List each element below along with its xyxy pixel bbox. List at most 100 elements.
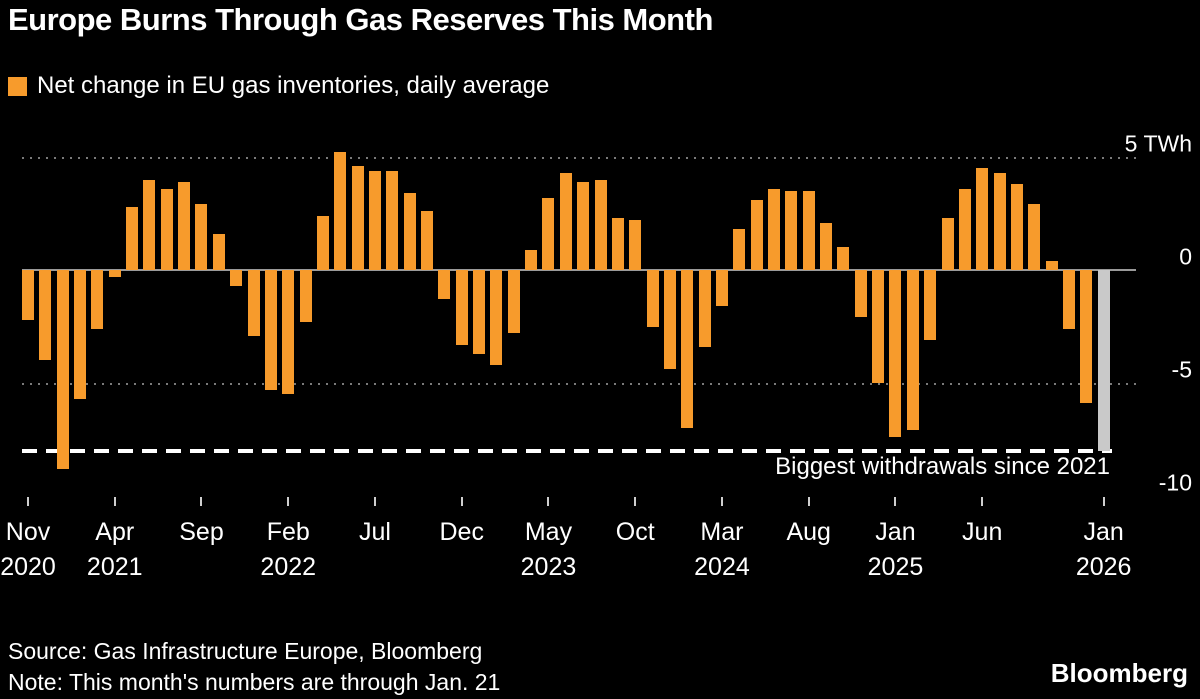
x-axis-month-label: Nov xyxy=(5,518,51,546)
bar xyxy=(264,270,277,390)
y-axis-label: 5 TWh xyxy=(1124,130,1192,157)
x-axis-tick xyxy=(1102,497,1105,506)
x-axis-tick xyxy=(113,497,116,506)
x-axis-year-label: 2024 xyxy=(694,553,750,581)
bar xyxy=(715,270,728,307)
bar xyxy=(351,166,364,270)
bar xyxy=(126,206,139,270)
bar xyxy=(577,181,590,270)
bar xyxy=(1045,260,1058,270)
x-axis-month-label: Feb xyxy=(266,518,310,546)
bar xyxy=(941,218,954,270)
legend-label: Net change in EU gas inventories, daily … xyxy=(37,72,550,99)
bar xyxy=(750,199,763,270)
x-axis-year-label: 2026 xyxy=(1075,553,1132,581)
bar xyxy=(663,270,676,370)
chart-title: Europe Burns Through Gas Reserves This M… xyxy=(8,2,713,37)
record-dashed-line xyxy=(22,448,1112,453)
x-axis-month-label: Mar xyxy=(700,518,744,546)
x-axis-month-label: Jan xyxy=(1083,518,1124,546)
bar xyxy=(958,188,971,270)
x-axis-month-label: Sep xyxy=(179,518,224,546)
bar xyxy=(108,270,121,277)
bar xyxy=(143,179,156,270)
x-axis-year-label: 2021 xyxy=(86,553,143,581)
bar xyxy=(386,170,399,270)
bar xyxy=(403,193,416,270)
bar xyxy=(993,172,1006,270)
bar xyxy=(299,270,312,322)
bar xyxy=(507,270,520,334)
bar xyxy=(39,270,52,361)
bar xyxy=(438,270,451,300)
x-axis-month-label: Jan xyxy=(875,518,916,546)
bar xyxy=(368,170,381,270)
x-axis-year-label: 2025 xyxy=(867,553,924,581)
x-axis-month-label: Apr xyxy=(95,518,135,546)
x-axis-month-label: Jun xyxy=(962,518,1003,546)
zero-line xyxy=(22,269,1136,271)
x-axis-year-label: 2023 xyxy=(520,553,577,581)
bar xyxy=(611,218,624,270)
x-axis-month-label: Jul xyxy=(358,518,391,546)
bar xyxy=(785,190,798,270)
bar xyxy=(525,249,538,270)
bar xyxy=(22,270,34,320)
bar xyxy=(872,270,885,383)
x-axis-month-label: Oct xyxy=(615,518,655,546)
bar xyxy=(421,211,434,270)
source-text: Source: Gas Infrastructure Europe, Bloom… xyxy=(8,638,483,664)
record-annotation: Biggest withdrawals since 2021 xyxy=(775,453,1110,480)
x-axis-month-label: Aug xyxy=(786,518,831,546)
legend-swatch-icon xyxy=(8,76,27,96)
bar xyxy=(230,270,243,286)
bar xyxy=(646,270,659,327)
bar xyxy=(160,188,173,270)
bar xyxy=(212,233,225,270)
bar xyxy=(854,270,867,318)
bar xyxy=(1010,184,1023,270)
y-axis-label: -10 xyxy=(1158,469,1192,496)
bar xyxy=(594,179,607,270)
x-axis-month-label: Dec xyxy=(439,518,484,546)
x-axis-tick xyxy=(634,497,637,506)
bar xyxy=(820,222,833,270)
bar xyxy=(924,270,937,341)
bar xyxy=(837,247,850,270)
bar xyxy=(473,270,486,354)
bar xyxy=(768,188,781,270)
x-axis-tick xyxy=(460,497,463,506)
x-axis-tick xyxy=(200,497,203,506)
bar xyxy=(316,215,329,270)
bar xyxy=(178,181,191,270)
bar xyxy=(733,229,746,270)
x-axis-tick xyxy=(287,497,290,506)
bar xyxy=(247,270,260,336)
x-axis-tick xyxy=(373,497,376,506)
bar xyxy=(629,220,642,270)
bar xyxy=(698,270,711,347)
bar xyxy=(1062,270,1075,329)
bar xyxy=(889,270,902,438)
y-axis-label: -5 xyxy=(1171,356,1192,383)
x-axis-year-label: 2020 xyxy=(0,553,56,581)
bloomberg-logo: Bloomberg xyxy=(1050,658,1188,688)
x-axis-month-label: May xyxy=(524,518,573,546)
bar xyxy=(802,190,815,270)
bar-current-month xyxy=(1097,270,1110,451)
source-block: Source: Gas Infrastructure Europe, Bloom… xyxy=(8,636,500,698)
bar xyxy=(334,152,347,270)
bar xyxy=(56,270,69,469)
bar xyxy=(976,168,989,270)
x-axis-tick xyxy=(981,497,984,506)
bar xyxy=(195,204,208,270)
note-text: Note: This month's numbers are through J… xyxy=(8,669,501,695)
x-axis-tick xyxy=(807,497,810,506)
y-axis-label: 0 xyxy=(1179,243,1192,270)
gridline-dotted xyxy=(22,383,1136,385)
bar xyxy=(282,270,295,395)
bar xyxy=(74,270,87,399)
bar xyxy=(906,270,919,431)
x-axis-tick xyxy=(547,497,550,506)
